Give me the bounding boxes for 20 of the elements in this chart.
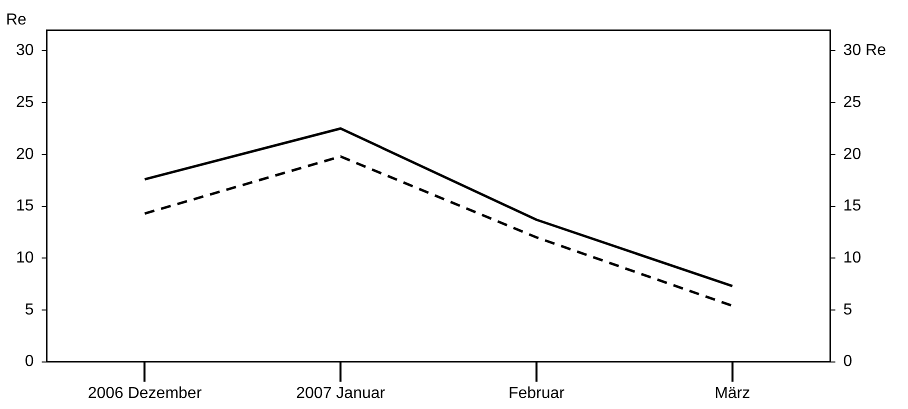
y2-tick-label: 30 Re (843, 42, 886, 60)
y2-tick-label: 20 (843, 146, 862, 163)
y-tick-label: 20 (16, 146, 34, 163)
x-tick-label: März (714, 384, 750, 402)
line-series (143, 155, 734, 308)
y2-tick-label: 0 (843, 353, 852, 370)
y-axis-title: Re (6, 11, 27, 28)
y-tick-label: 30 (16, 42, 34, 60)
y2-tick-label: 10 (843, 250, 862, 267)
x-tick-label: 2007 Januar (296, 384, 386, 402)
x-tick-label: Februar (508, 384, 566, 402)
y2-tick-label: 15 (843, 198, 862, 215)
y-tick-label: 25 (16, 94, 34, 111)
x-tick-label: 2006 Dezember (88, 384, 202, 402)
y-tick-label: 10 (16, 250, 34, 267)
y2-tick-label: 5 (843, 301, 852, 318)
y-tick-label: 5 (24, 301, 34, 318)
y2-tick-label: 25 (843, 94, 862, 111)
y-tick-label: 0 (24, 353, 34, 370)
y-tick-label: 15 (16, 198, 34, 215)
